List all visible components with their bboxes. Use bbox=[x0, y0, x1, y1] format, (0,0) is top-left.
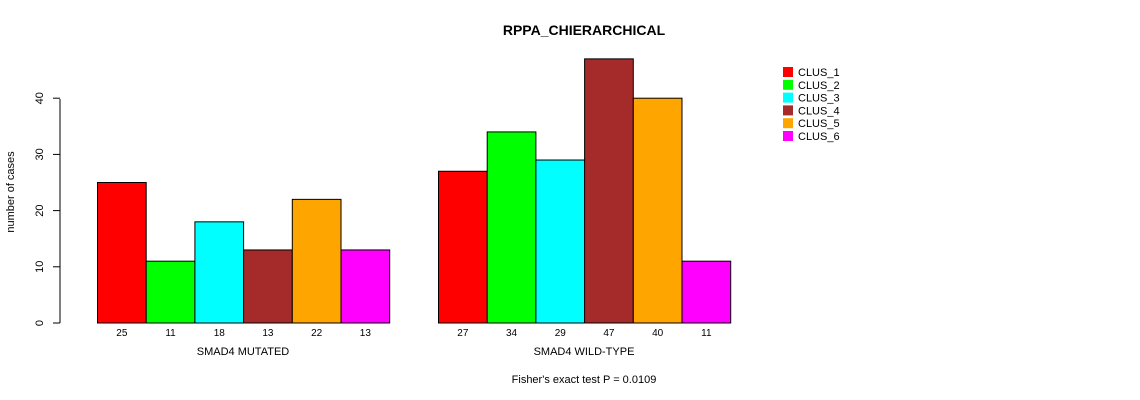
count-label: 18 bbox=[214, 328, 226, 339]
y-tick-label: 0 bbox=[34, 320, 46, 326]
legend-swatch-clus-6 bbox=[783, 131, 793, 141]
count-label: 47 bbox=[603, 328, 615, 339]
count-label: 13 bbox=[262, 328, 274, 339]
legend-label: CLUS_6 bbox=[798, 131, 840, 143]
legend-label: CLUS_1 bbox=[798, 67, 840, 79]
count-label: 11 bbox=[701, 328, 712, 339]
bar-mutated-clus-1 bbox=[97, 182, 147, 324]
bar-wild-type-clus-3 bbox=[535, 159, 586, 324]
bar-wild-type-clus-4 bbox=[584, 58, 634, 324]
y-tick-label: 30 bbox=[34, 148, 46, 160]
bar-mutated-clus-3 bbox=[194, 221, 245, 324]
count-label: 29 bbox=[555, 328, 567, 339]
count-label: 34 bbox=[506, 328, 518, 339]
bar-wild-type-clus-5 bbox=[632, 97, 683, 324]
bar-mutated-clus-2 bbox=[145, 260, 196, 324]
y-tick-label: 40 bbox=[34, 92, 46, 104]
legend-swatch-clus-4 bbox=[783, 105, 793, 116]
count-label: 13 bbox=[360, 328, 372, 339]
count-label: 27 bbox=[457, 328, 469, 339]
bar-mutated-clus-6 bbox=[340, 249, 391, 324]
legend-swatch-clus-1 bbox=[783, 67, 793, 77]
group-label-mutated: SMAD4 MUTATED bbox=[197, 346, 290, 358]
legend-swatch-clus-2 bbox=[783, 79, 793, 90]
y-tick-label: 10 bbox=[34, 261, 46, 273]
y-axis-label: number of cases bbox=[5, 151, 17, 233]
y-tick-label: 20 bbox=[34, 204, 46, 216]
bar-mutated-clus-4 bbox=[243, 249, 293, 324]
bar-wild-type-clus-6 bbox=[681, 260, 732, 324]
y-axis: 0 10 20 30 40 bbox=[34, 92, 61, 326]
fisher-test-note: Fisher's exact test P = 0.0109 bbox=[512, 374, 657, 386]
bar-wild-type-clus-2 bbox=[486, 131, 537, 324]
legend-label: CLUS_2 bbox=[798, 80, 840, 92]
chart-title: RPPA_CHIERARCHICAL bbox=[503, 22, 666, 38]
bars-layer: 25 11 18 13 22 13 27 34 29 47 40 11 bbox=[97, 58, 732, 339]
bar-mutated-clus-5 bbox=[291, 198, 342, 324]
legend-swatch-clus-5 bbox=[783, 118, 793, 129]
count-label: 11 bbox=[165, 328, 176, 339]
legend-label: CLUS_4 bbox=[798, 105, 840, 117]
count-label: 40 bbox=[652, 328, 664, 339]
legend-swatch-clus-3 bbox=[783, 92, 793, 103]
count-label: 25 bbox=[116, 328, 128, 339]
bar-wild-type-clus-1 bbox=[438, 170, 488, 324]
legend-label: CLUS_5 bbox=[798, 118, 840, 130]
group-label-wild-type: SMAD4 WILD-TYPE bbox=[534, 346, 635, 358]
legend-label: CLUS_3 bbox=[798, 93, 840, 105]
count-label: 22 bbox=[311, 328, 323, 339]
